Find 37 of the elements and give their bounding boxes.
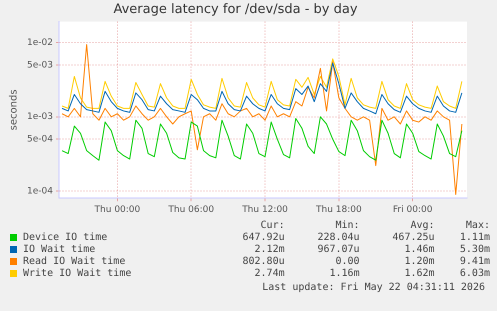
text: 1.11m [458,232,491,244]
x-tick-label: Thu 12:00 [241,204,288,215]
text: Max: [464,220,491,232]
text: Cur: [260,220,286,232]
text: Min: [334,220,361,232]
y-tick-label: 5e-03 [26,60,53,70]
text: 0.00 [334,256,361,268]
text: 1.46m [403,244,436,256]
legend-label: Write IO Wait time [22,268,132,280]
y-tick-label: 1e-03 [26,112,53,122]
text: 6.03m [458,268,491,280]
x-tick-label: Thu 06:00 [167,204,214,215]
legend-label: Read IO Wait time [22,256,126,268]
text: 802.80u [241,256,286,268]
text: 228.04u [316,232,361,244]
legend-label: IO Wait time [22,244,96,256]
text: 2.12m [254,244,286,256]
legend-label: Device IO time [22,232,108,244]
text: 1.62m [403,268,436,280]
y-tick-label: 1e-04 [26,186,54,196]
y-tick-label: 5e-04 [26,134,54,144]
x-tick-label: Thu 18:00 [314,204,362,215]
y-tick-label: 1e-02 [26,38,53,48]
text: Avg: [409,220,436,232]
chart-title: Average latency for /dev/sda - by day [113,2,358,18]
x-tick-label: Fri 00:00 [392,204,433,215]
text: 2.74m [254,268,286,280]
text: 1.16m [328,268,361,280]
text: 9.41m [458,256,491,268]
y-axis-title: seconds [8,89,20,130]
text: Last update: Fri May 22 04:31:11 2026 [262,282,485,293]
text: 647.92u [241,232,286,244]
x-tick-label: Thu 00:00 [94,204,141,215]
text: 967.07u [316,244,361,256]
text: 467.25u [391,232,436,244]
text: 1.20m [403,256,436,268]
text: 5.30m [458,244,491,256]
